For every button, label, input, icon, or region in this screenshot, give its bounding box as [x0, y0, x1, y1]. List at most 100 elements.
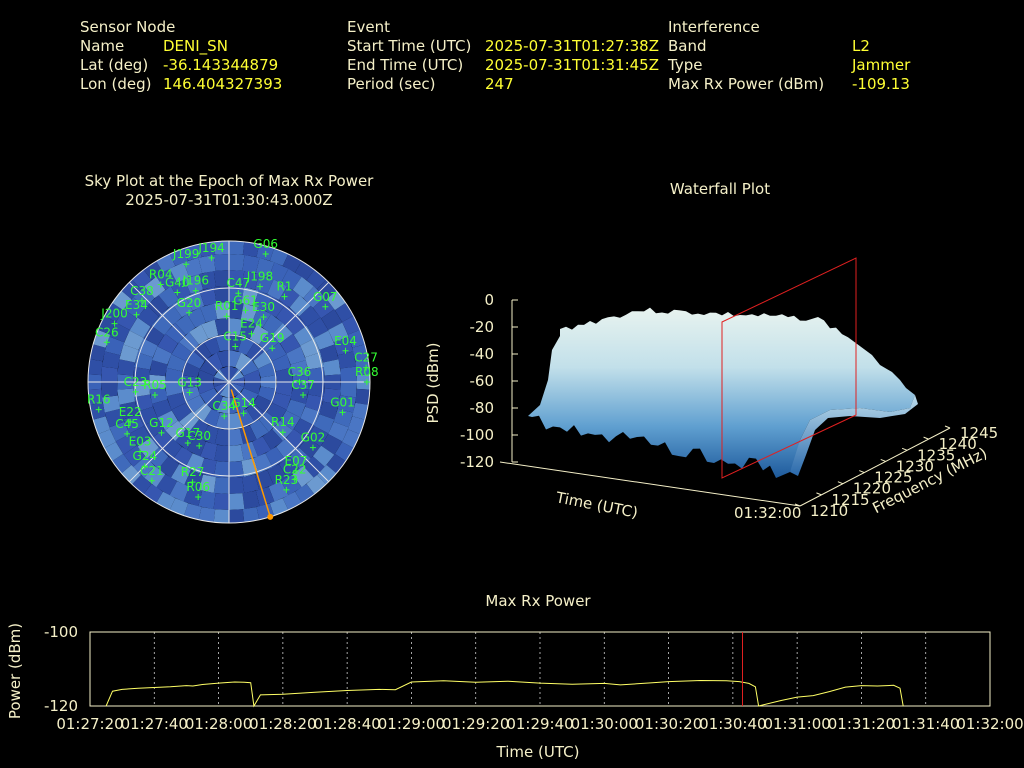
sky-plot-title: Sky Plot at the Epoch of Max Rx Power 20… [60, 172, 398, 210]
satellite-label: G20 [177, 296, 202, 310]
satellite-label: C22 [283, 462, 307, 476]
power-x-tick-label: 01:28:40 [313, 715, 380, 733]
power-plot-x-label: Time (UTC) [496, 743, 580, 761]
satellite-label: R01 [215, 299, 239, 313]
interference-band-value: L2 [852, 37, 870, 55]
satellite-label: R04 [149, 267, 173, 281]
sky-heat-cell [129, 426, 151, 447]
sensor-lat-label: Lat (deg) [80, 56, 149, 74]
satellite-e22: E22 [119, 405, 142, 425]
sky-heat-cell [229, 493, 245, 510]
sky-heat-cell [319, 344, 339, 363]
satellite-c27: C27 [354, 351, 378, 371]
sky-heat-cell [276, 438, 297, 460]
sky-heat-cell [213, 493, 229, 510]
sky-heat-cell [171, 402, 192, 422]
satellite-label: J199 [172, 247, 199, 261]
sky-heat-cell [275, 382, 293, 397]
satellite-marker [157, 281, 164, 288]
sky-heat-cell [321, 434, 343, 455]
jammer-direction [230, 389, 274, 520]
sensor-node-heading: Sensor Node [80, 18, 176, 36]
sky-heat-cell [252, 436, 272, 457]
waterfall-z-tick-label: -20 [470, 318, 495, 336]
sky-heat-cell [143, 325, 165, 346]
sky-heat-cell [312, 297, 335, 319]
sky-heat-cell [213, 286, 229, 303]
sky-heat-cell [201, 425, 219, 445]
satellite-label: G12 [149, 416, 174, 430]
sky-heat-cell [337, 351, 357, 369]
sky-heat-cell [317, 464, 339, 487]
satellite-label: E30 [252, 300, 275, 314]
satellite-marker [151, 392, 158, 399]
sky-heat-cell [149, 360, 168, 377]
satellite-e34: E34 [125, 298, 148, 318]
sky-heat-cell [276, 304, 297, 326]
satellite-marker [283, 486, 290, 493]
interference-panel: Interference Band L2 Type Jammer Max Rx Po… [668, 18, 910, 94]
waterfall-z-tick-label: -40 [470, 345, 495, 363]
sky-heat-cell [152, 346, 172, 365]
satellite-g01: G01 [330, 395, 355, 416]
satellite-label: G02 [301, 431, 326, 445]
satellite-j194: J194 [197, 241, 225, 261]
event-end-value: 2025-07-31T01:31:45Z [485, 56, 659, 74]
sky-heat-cell [267, 464, 288, 485]
power-x-tick-label: 01:30:00 [571, 715, 638, 733]
satellite-label: R05 [143, 378, 167, 392]
satellite-j196: J196 [182, 274, 209, 294]
satellite-marker [260, 313, 267, 320]
event-start-label: Start Time (UTC) [347, 37, 472, 55]
satellite-marker [192, 287, 199, 294]
satellite-label: C15 [223, 330, 247, 344]
sensor-lon-label: Lon (deg) [80, 75, 152, 93]
waterfall-y-tick [880, 458, 886, 462]
satellite-marker [184, 440, 191, 447]
sky-heat-cell [281, 268, 302, 290]
sky-heat-cell [307, 426, 329, 447]
satellite-c21: C21 [140, 464, 164, 484]
waterfall-time-marker-plane [721, 257, 857, 479]
sensor-name-value: DENI_SN [163, 37, 228, 55]
sky-heat-cell [185, 453, 205, 474]
power-series-line [105, 679, 904, 708]
sky-heat-cell [272, 392, 292, 410]
sky-heat-cell [117, 388, 136, 405]
satellite-c34: C34 [212, 399, 236, 420]
sky-heat-cell [172, 446, 193, 468]
sky-heat-cell [308, 366, 325, 382]
satellite-label: J196 [182, 274, 209, 288]
satellite-label: E34 [125, 298, 148, 312]
sky-heat-cell [340, 366, 357, 382]
sky-heat-cell [322, 388, 341, 405]
sky-heat-cell [213, 509, 229, 523]
sky-heat-cell [306, 267, 329, 290]
waterfall-y-tick [944, 425, 951, 429]
event-end-label: End Time (UTC) [347, 56, 464, 74]
sky-heat-cell [262, 429, 283, 451]
interference-heading: Interference [668, 18, 760, 36]
sky-heat-cell [198, 490, 216, 510]
satellite-label: E04 [334, 334, 357, 348]
waterfall-plot-title: Waterfall Plot [669, 180, 771, 198]
satellite-label: R06 [186, 480, 210, 494]
waterfall-x-tick-label: 01:32:00 [734, 504, 801, 522]
sky-heat-cell [272, 322, 293, 344]
sky-heat-cell [249, 419, 269, 440]
sky-heat-cell [123, 414, 144, 434]
satellite-e04: E04 [334, 334, 357, 354]
satellite-label: R1 [276, 280, 292, 294]
sky-heat-cell [306, 474, 329, 497]
satellite-marker [195, 494, 202, 501]
sky-heat-cell [213, 241, 229, 255]
sky-heat-cell [197, 369, 215, 382]
sky-heat-cell [267, 279, 288, 300]
sky-heat-cell [137, 305, 159, 327]
sky-heat-cell [255, 257, 275, 278]
interference-power-label: Max Rx Power (dBm) [668, 75, 825, 93]
interference-band-row: Band L2 [668, 37, 910, 56]
satellite-label: E22 [119, 405, 142, 419]
satellite-marker [235, 290, 242, 297]
